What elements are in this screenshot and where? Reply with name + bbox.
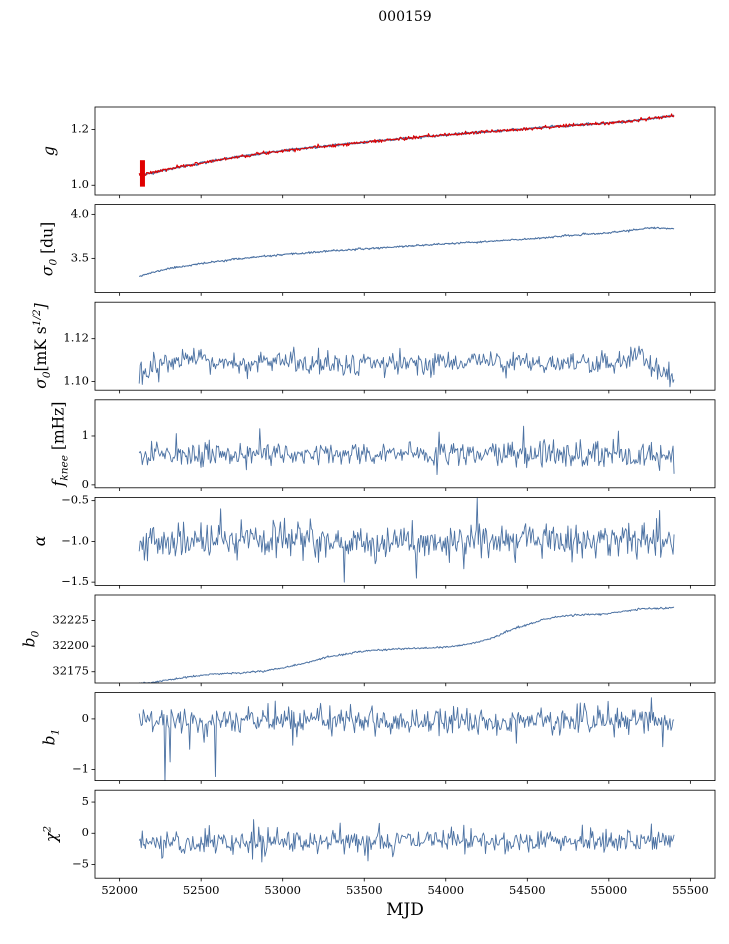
y-axis-label-b1: b1 xyxy=(40,728,62,745)
y-axis-label-b0: b0 xyxy=(20,630,42,648)
y-axis-label-sigma0-mk: σ0[mK s1/2] xyxy=(30,303,54,389)
y-axis-label-alpha: α xyxy=(30,536,49,547)
y-axis-label-sigma0-du: σ0 [du] xyxy=(38,221,60,276)
y-axis-label-fknee: fknee [mHz] xyxy=(49,401,71,487)
x-axis-label: MJD xyxy=(386,900,424,920)
y-axis-label-g: g xyxy=(40,146,59,156)
y-axis-label-chi2: χ2 xyxy=(40,826,61,843)
chart-title: 000159 xyxy=(378,9,432,25)
